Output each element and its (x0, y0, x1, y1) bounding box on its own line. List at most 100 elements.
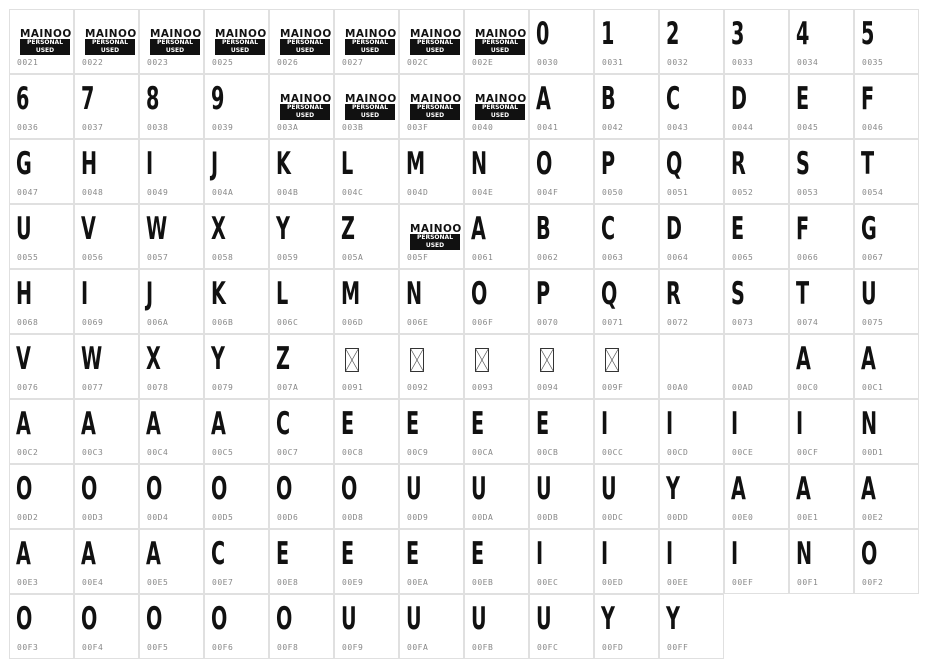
mainoo-logo-glyph: MAINOO PERSONAL USED (150, 28, 201, 55)
glyph-cell: G 0067 (854, 204, 919, 269)
glyph-char: A (796, 471, 811, 507)
glyph-code: 0073 (732, 318, 754, 327)
glyph-cell: O 006F (464, 269, 529, 334)
glyph-cell: A 00E2 (854, 464, 919, 529)
glyph-cell: Y 00FF (659, 594, 724, 659)
glyph-code: 0064 (667, 253, 689, 262)
glyph-char: C (601, 211, 616, 247)
glyph-cell: X 0078 (139, 334, 204, 399)
glyph-code: 00C2 (17, 448, 39, 457)
glyph-cell: O 00D2 (9, 464, 74, 529)
glyph-cell: 0093 (464, 334, 529, 399)
glyph-char: O (211, 601, 228, 637)
glyph-char: U (406, 471, 422, 507)
glyph-char: A (731, 471, 746, 507)
glyph-cell: N 006E (399, 269, 464, 334)
glyph-code: 0072 (667, 318, 689, 327)
glyph-cell: MAINOO PERSONAL USED 003F (399, 74, 464, 139)
glyph-cell: E 0065 (724, 204, 789, 269)
glyph-code: 00C7 (277, 448, 299, 457)
glyph-char: A (861, 341, 876, 377)
glyph-char: Y (601, 601, 615, 637)
glyph-code: 004F (537, 188, 559, 197)
glyph-code: 00EC (537, 578, 559, 587)
glyph-code: 00D4 (147, 513, 169, 522)
glyph-code: 0045 (797, 123, 819, 132)
missing-glyph-icon (475, 348, 489, 372)
glyph-cell: 1 0031 (594, 9, 659, 74)
glyph-code: 0037 (82, 123, 104, 132)
glyph-cell: W 0057 (139, 204, 204, 269)
glyph-cell: MAINOO PERSONAL USED 0025 (204, 9, 269, 74)
logo-line2: PERSONAL USED (410, 234, 460, 250)
glyph-code: 00CA (472, 448, 494, 457)
glyph-char: U (536, 601, 552, 637)
glyph-code: 00EF (732, 578, 754, 587)
glyph-cell: O 00D3 (74, 464, 139, 529)
logo-line2: PERSONAL USED (150, 39, 200, 55)
glyph-char: J (211, 146, 219, 182)
glyph-char: A (471, 211, 486, 247)
glyph-code: 00FC (537, 643, 559, 652)
glyph-code: 00E7 (212, 578, 234, 587)
glyph-char: O (861, 536, 878, 572)
glyph-cell: A 00C5 (204, 399, 269, 464)
glyph-cell: MAINOO PERSONAL USED 0023 (139, 9, 204, 74)
glyph-code: 00C9 (407, 448, 429, 457)
glyph-cell: A 00C0 (789, 334, 854, 399)
glyph-char: U (471, 471, 487, 507)
glyph-code: 0053 (797, 188, 819, 197)
glyph-code: 0094 (537, 383, 559, 392)
glyph-cell: U 00DB (529, 464, 594, 529)
glyph-code: 00F8 (277, 643, 299, 652)
mainoo-logo-glyph: MAINOO PERSONAL USED (475, 27, 527, 55)
glyph-char: S (796, 146, 810, 182)
glyph-cell: Y 0079 (204, 334, 269, 399)
glyph-char: O (146, 601, 163, 637)
glyph-code: 00D5 (212, 513, 234, 522)
logo-line2: PERSONAL USED (85, 39, 135, 55)
glyph-char: N (796, 536, 813, 572)
glyph-code: 0022 (82, 58, 104, 67)
glyph-char: Z (341, 211, 355, 247)
glyph-code: 0034 (797, 58, 819, 67)
mainoo-logo-glyph: MAINOO PERSONAL USED (85, 28, 136, 55)
glyph-code: 0076 (17, 383, 39, 392)
glyph-code: 0042 (602, 123, 624, 132)
glyph-cell: I 00ED (594, 529, 659, 594)
glyph-code: 00D9 (407, 513, 429, 522)
glyph-char: K (276, 146, 291, 182)
glyph-cell: D 0064 (659, 204, 724, 269)
glyph-char: O (471, 276, 488, 312)
glyph-code: 006C (277, 318, 299, 327)
glyph-code: 0025 (212, 58, 234, 67)
glyph-code: 006F (472, 318, 494, 327)
glyph-char: I (666, 406, 674, 442)
glyph-code: 00EA (407, 578, 429, 587)
glyph-cell: MAINOO PERSONAL USED 003A (269, 74, 334, 139)
glyph-code: 004E (472, 188, 494, 197)
logo-line1: MAINOO (475, 92, 527, 105)
glyph-char: 0 (536, 16, 550, 52)
glyph-char: E (276, 536, 290, 572)
glyph-cell: O 00F4 (74, 594, 139, 659)
glyph-code: 00E0 (732, 513, 754, 522)
glyph-cell: H 0068 (9, 269, 74, 334)
glyph-char: T (861, 146, 875, 182)
glyph-char: U (536, 471, 552, 507)
glyph-cell: 2 0032 (659, 9, 724, 74)
glyph-code: 0049 (147, 188, 169, 197)
glyph-cell: O 00D5 (204, 464, 269, 529)
glyph-code: 003F (407, 123, 429, 132)
glyph-cell: MAINOO PERSONAL USED 002C (399, 9, 464, 74)
glyph-code: 0092 (407, 383, 429, 392)
glyph-char: V (81, 211, 96, 247)
glyph-code: 004A (212, 188, 234, 197)
logo-line1: MAINOO (475, 27, 527, 40)
glyph-char: Q (666, 146, 683, 182)
glyph-char: C (276, 406, 291, 442)
glyph-char: N (861, 406, 878, 442)
glyph-char: G (16, 146, 32, 182)
logo-line1: MAINOO (410, 222, 462, 235)
glyph-cell: I 0049 (139, 139, 204, 204)
